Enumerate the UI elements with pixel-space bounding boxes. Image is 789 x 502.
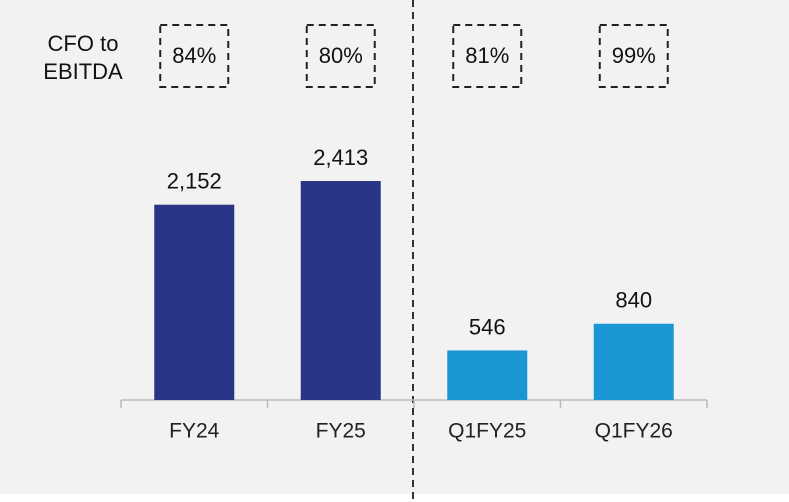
annotation-value: 81% [465, 43, 509, 68]
bar [593, 323, 674, 400]
annotation-label: EBITDA [43, 59, 123, 84]
x-tick-label: FY24 [169, 420, 220, 443]
x-tick-label: FY25 [316, 420, 366, 443]
value-label: 546 [469, 314, 506, 339]
bar [154, 204, 235, 400]
value-label: 2,152 [167, 169, 222, 194]
annotation-box [305, 24, 376, 88]
bar [300, 181, 381, 400]
annotation-box [452, 24, 523, 88]
value-label: 840 [615, 288, 652, 313]
x-tick-label: Q1FY26 [595, 420, 673, 443]
annotation-value: 84% [172, 43, 216, 68]
annotation-value: 80% [319, 43, 363, 68]
annotation-box [159, 24, 230, 88]
annotation-box [598, 24, 669, 88]
x-tick-label: Q1FY25 [448, 420, 526, 443]
value-label: 2,413 [313, 145, 368, 170]
bar [447, 350, 528, 400]
annotation-value: 99% [612, 43, 656, 68]
annotation-label: CFO to [48, 31, 119, 56]
